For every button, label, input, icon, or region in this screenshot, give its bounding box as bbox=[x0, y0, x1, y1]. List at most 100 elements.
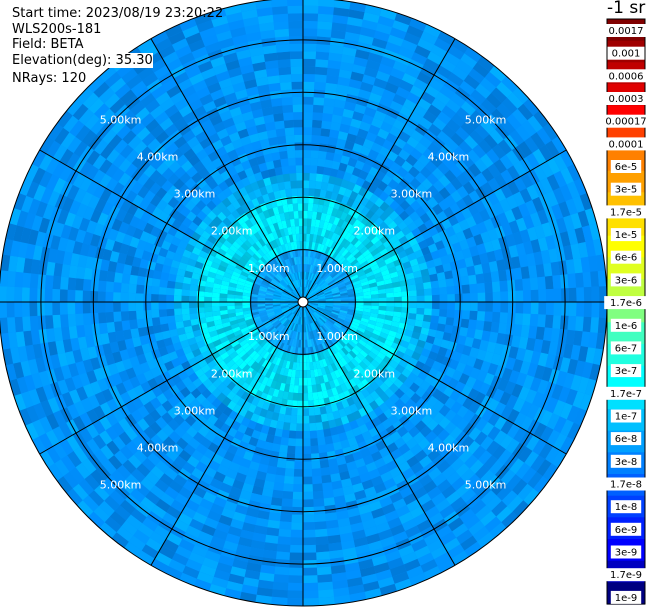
ppi-cell bbox=[436, 460, 451, 474]
ppi-cell bbox=[261, 236, 269, 245]
ppi-cell bbox=[329, 549, 344, 559]
ppi-cell bbox=[246, 507, 259, 518]
ppi-cell bbox=[125, 224, 137, 237]
ppi-cell bbox=[369, 371, 379, 382]
ppi-cell bbox=[419, 380, 431, 392]
ppi-cell bbox=[312, 491, 324, 500]
ppi-cell bbox=[258, 290, 267, 295]
ppi-cell bbox=[60, 224, 72, 240]
ppi-cell bbox=[273, 574, 289, 583]
ppi-cell bbox=[267, 312, 276, 318]
ppi-cell bbox=[245, 367, 254, 376]
ppi-cell bbox=[310, 249, 315, 258]
ppi-cell bbox=[312, 203, 319, 212]
ppi-cell bbox=[98, 280, 107, 292]
colorbar-tick-bg bbox=[610, 341, 642, 355]
ppi-cell bbox=[104, 215, 116, 229]
ppi-cell bbox=[543, 262, 553, 277]
ppi-cell bbox=[417, 38, 435, 52]
ppi-cell bbox=[553, 153, 568, 171]
ppi-cell bbox=[230, 566, 247, 578]
ppi-cell bbox=[379, 332, 389, 340]
ppi-cell bbox=[281, 351, 287, 360]
ppi-cell bbox=[421, 321, 431, 329]
ppi-cell bbox=[312, 119, 323, 129]
ppi-cell bbox=[145, 202, 157, 215]
ppi-cell bbox=[315, 267, 321, 275]
ppi-cell bbox=[449, 164, 463, 178]
ppi-cell bbox=[281, 97, 293, 106]
ppi-cell bbox=[322, 324, 329, 332]
ppi-cell bbox=[258, 211, 266, 221]
ppi-cell bbox=[174, 281, 183, 290]
ppi-cell bbox=[585, 240, 596, 257]
ppi-cell bbox=[325, 331, 332, 339]
ppi-cell bbox=[307, 289, 313, 297]
ppi-cell bbox=[573, 408, 587, 426]
ppi-cell bbox=[423, 341, 434, 351]
ppi-cell bbox=[139, 146, 153, 160]
ppi-cell bbox=[274, 340, 281, 349]
ppi-cell bbox=[352, 184, 362, 194]
ppi-cell bbox=[332, 579, 349, 590]
ppi-cell bbox=[371, 298, 379, 302]
ppi-cell bbox=[527, 471, 543, 489]
ppi-cell bbox=[39, 170, 53, 188]
ppi-cell bbox=[411, 264, 421, 273]
ppi-cell bbox=[120, 479, 136, 494]
ppi-cell bbox=[364, 67, 379, 78]
ppi-cell bbox=[489, 522, 507, 539]
ppi-cell bbox=[570, 344, 581, 361]
ppi-cell bbox=[416, 519, 433, 533]
ppi-cell bbox=[292, 323, 296, 331]
ppi-cell bbox=[271, 412, 280, 421]
ppi-cell bbox=[282, 173, 291, 182]
ppi-cell bbox=[201, 332, 211, 341]
ppi-cell bbox=[194, 241, 205, 251]
ppi-cell bbox=[249, 350, 258, 359]
ppi-cell bbox=[532, 148, 547, 166]
ppi-cell bbox=[392, 498, 407, 511]
ppi-cell bbox=[459, 80, 476, 96]
ppi-cell bbox=[456, 393, 468, 406]
ppi-cell bbox=[355, 289, 364, 294]
ppi-cell bbox=[257, 84, 270, 94]
ppi-cell bbox=[443, 206, 455, 219]
ppi-cell bbox=[394, 302, 402, 308]
ppi-cell bbox=[432, 203, 444, 216]
ppi-cell bbox=[227, 286, 237, 292]
ppi-cell bbox=[287, 313, 294, 320]
ppi-cell bbox=[303, 522, 315, 530]
ppi-cell bbox=[68, 265, 78, 279]
ppi-cell bbox=[211, 435, 224, 447]
ppi-cell bbox=[246, 321, 255, 327]
ppi-cell bbox=[298, 279, 301, 288]
ppi-cell bbox=[366, 493, 380, 505]
ppi-cell bbox=[156, 162, 169, 175]
ppi-cell bbox=[379, 496, 393, 508]
ppi-cell bbox=[367, 232, 377, 241]
ppi-cell bbox=[299, 317, 302, 325]
ppi-cell bbox=[427, 185, 439, 197]
ppi-cell bbox=[128, 283, 137, 294]
ppi-cell bbox=[253, 188, 263, 198]
ppi-cell bbox=[268, 354, 276, 363]
ppi-cell bbox=[333, 153, 343, 163]
ppi-cell bbox=[469, 130, 484, 145]
ppi-cell bbox=[219, 288, 228, 295]
ppi-cell bbox=[441, 465, 456, 480]
ppi-cell bbox=[8, 332, 18, 349]
ppi-cell bbox=[432, 192, 445, 204]
ppi-cell bbox=[327, 364, 334, 373]
ppi-cell bbox=[337, 359, 345, 368]
azimuth-spoke bbox=[150, 38, 304, 303]
ppi-cell bbox=[360, 81, 374, 93]
ppi-cell bbox=[318, 596, 335, 606]
ppi-cell bbox=[80, 347, 91, 361]
ppi-cell bbox=[506, 113, 522, 130]
ppi-cell bbox=[338, 313, 347, 319]
ppi-cell bbox=[373, 187, 384, 198]
ppi-cell bbox=[168, 559, 186, 573]
ppi-cell bbox=[354, 286, 363, 291]
ppi-cell bbox=[276, 174, 284, 184]
